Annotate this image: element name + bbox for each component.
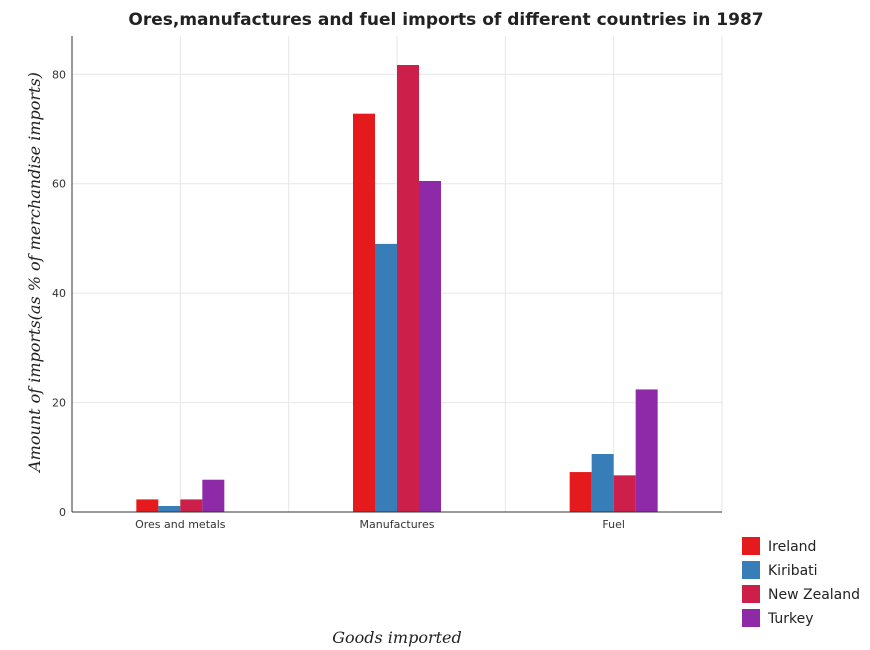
bar-new-zealand	[180, 499, 203, 512]
y-tick-label: 40	[52, 287, 66, 300]
legend-swatch	[742, 609, 760, 627]
bar-new-zealand	[613, 475, 636, 512]
tick-labels: 0 20 40 60 80 Ores and metals Manufactures Fuel	[52, 68, 625, 531]
bar-ireland	[569, 472, 592, 512]
bar-turkey	[635, 389, 658, 512]
bar-kiribati	[158, 505, 181, 512]
legend-label: Kiribati	[768, 563, 818, 579]
legend-label: Ireland	[768, 539, 816, 555]
legend-label: New Zealand	[768, 587, 860, 603]
y-axis-label: Amount of imports(as % of merchandise im…	[25, 72, 44, 474]
bars	[136, 64, 658, 512]
y-tick-label: 20	[52, 397, 66, 410]
axes	[71, 36, 722, 513]
y-tick-label: 80	[52, 68, 66, 81]
bar-turkey	[202, 479, 225, 512]
x-tick-label: Manufactures	[360, 518, 435, 531]
bar-kiribati	[375, 243, 397, 512]
legend: Ireland Kiribati New Zealand Turkey	[742, 537, 860, 627]
x-axis-label: Goods imported	[332, 628, 462, 647]
legend-label: Turkey	[767, 611, 814, 627]
legend-swatch	[742, 561, 760, 579]
x-tick-label: Fuel	[602, 518, 625, 531]
bar-ireland	[353, 113, 375, 512]
chart-title: Ores,manufactures and fuel imports of di…	[128, 10, 763, 30]
bar-turkey	[419, 180, 441, 512]
x-tick-label: Ores and metals	[135, 518, 226, 531]
y-tick-label: 0	[59, 506, 66, 519]
legend-swatch	[742, 585, 760, 603]
bar-ireland	[136, 499, 159, 512]
y-tick-label: 60	[52, 178, 66, 191]
bar-new-zealand	[397, 64, 419, 512]
legend-swatch	[742, 537, 760, 555]
bar-kiribati	[591, 454, 614, 512]
